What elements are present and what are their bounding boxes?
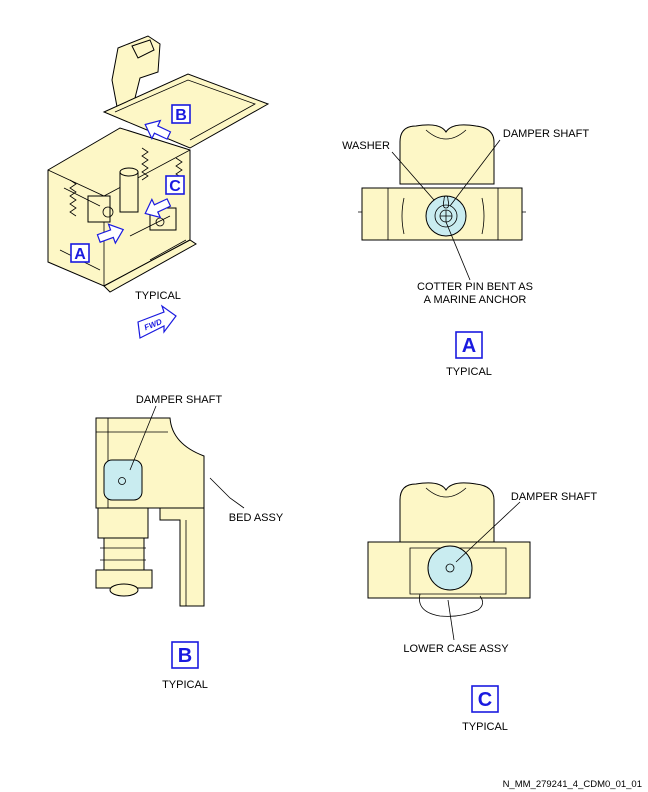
view-a-damper-shaft-label: DAMPER SHAFT xyxy=(503,128,589,140)
view-b-bed-assy-label: BED ASSY xyxy=(229,512,284,524)
callout-a-overview: A xyxy=(70,223,125,263)
view-a-cotter-leader xyxy=(445,221,471,281)
view-a-cotter-pin-label-1: COTTER PIN BENT AS xyxy=(417,281,533,293)
callout-b-overview: B xyxy=(144,104,191,141)
view-c-tag-box xyxy=(471,685,499,713)
view-c-caption: TYPICAL xyxy=(462,721,508,733)
fwd-arrow-icon: FWD xyxy=(137,304,177,339)
view-a-caption: TYPICAL xyxy=(446,366,492,378)
view-b-tag-box xyxy=(171,641,199,669)
view-c-lower-case-leader xyxy=(447,599,455,641)
callout-b-letter: B xyxy=(175,107,187,124)
callout-c-letter: C xyxy=(169,178,181,195)
view-b-shaft-leader xyxy=(129,405,157,471)
callout-c-arrow-icon xyxy=(144,197,172,219)
view-c-shaft-leader xyxy=(455,501,521,563)
callout-c-overview: C xyxy=(144,175,185,219)
view-a-illustration xyxy=(358,124,526,241)
view-a-tag: A xyxy=(462,335,476,357)
view-c-tag: C xyxy=(478,689,492,711)
view-b-bed-leader xyxy=(209,477,245,509)
view-a-shaft-leader xyxy=(449,139,501,207)
callout-a-arrow-icon xyxy=(96,223,125,245)
view-c-lower-case-label: LOWER CASE ASSY xyxy=(403,643,509,655)
view-b-illustration xyxy=(95,417,205,607)
view-c-illustration xyxy=(367,482,531,617)
view-c-damper-shaft-label: DAMPER SHAFT xyxy=(511,491,597,503)
overview-caption: TYPICAL xyxy=(135,290,181,302)
figure-id: N_MM_279241_4_CDM0_01_01 xyxy=(503,779,642,790)
callout-b-arrow-icon xyxy=(144,119,172,141)
view-a-washer-label: WASHER xyxy=(342,140,390,152)
callout-a-letter: A xyxy=(74,246,86,263)
view-b-tag: B xyxy=(178,645,192,667)
view-b-caption: TYPICAL xyxy=(162,679,208,691)
view-a-tag-box xyxy=(455,331,483,359)
view-b-damper-shaft-label: DAMPER SHAFT xyxy=(136,394,222,406)
view-a-cotter-pin-label-2: A MARINE ANCHOR xyxy=(424,294,527,306)
view-a-washer-leader xyxy=(391,151,435,201)
